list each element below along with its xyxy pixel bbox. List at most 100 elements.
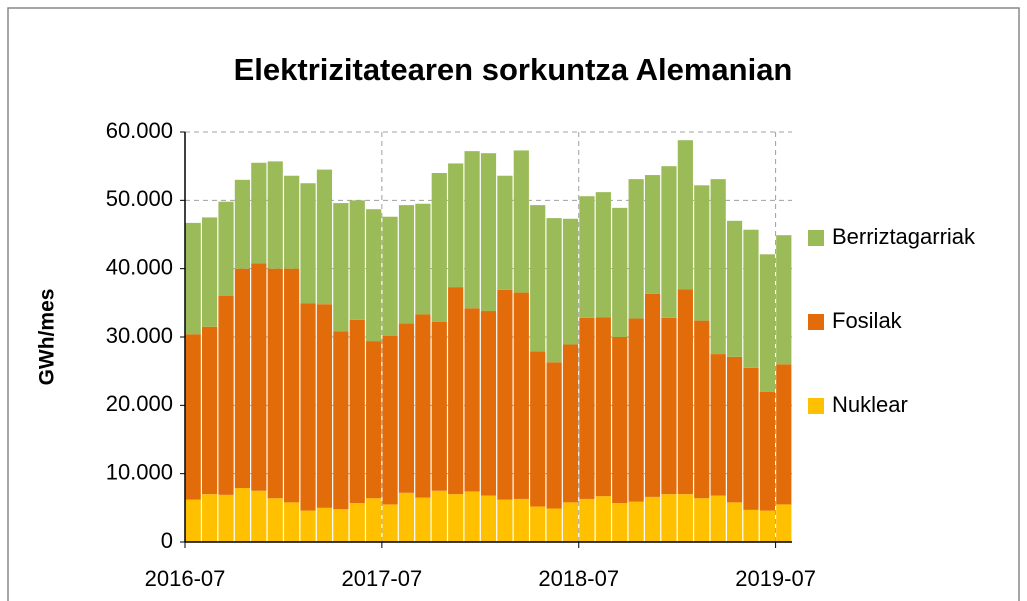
y-tick-label: 30.000 [106, 323, 173, 348]
bar-segment [349, 319, 365, 504]
bar-segment [694, 498, 710, 542]
bar-segment [333, 509, 349, 542]
bar-segment [661, 494, 677, 542]
bar-segment [546, 362, 562, 509]
bar-segment [218, 201, 234, 296]
bar-segment [530, 205, 546, 352]
bar-segment [464, 491, 480, 542]
bar-segment [661, 317, 677, 495]
bar-segment [202, 217, 218, 327]
bar-segment [513, 292, 529, 499]
bar-segment [694, 185, 710, 321]
y-tick-label: 40.000 [106, 254, 173, 279]
bar-segment [743, 509, 759, 542]
bar-segment [185, 222, 201, 335]
bar-segment [366, 498, 382, 542]
bar-segment [759, 254, 775, 392]
bar-segment [628, 179, 644, 319]
bar-segment [333, 331, 349, 510]
x-tick-label: 2017-07 [341, 566, 422, 591]
bar-segment [562, 502, 579, 542]
bar-segment [710, 179, 726, 355]
bar-segment [677, 289, 693, 495]
chart-title: Elektrizitatearen sorkuntza Alemanian [234, 52, 793, 87]
bar-segment [612, 337, 628, 504]
y-tick-label: 10.000 [106, 459, 173, 484]
bar-segment [218, 296, 234, 495]
y-tick-label: 0 [161, 528, 173, 553]
x-tick-label: 2019-07 [735, 566, 816, 591]
bar-segment [530, 506, 546, 542]
x-tick-label: 2018-07 [538, 566, 619, 591]
bar-segment [530, 351, 546, 507]
bar-segment [644, 293, 661, 497]
bar-segment [726, 356, 743, 503]
bar-segment [579, 196, 595, 318]
bar-segment [497, 289, 513, 500]
bar-segment [776, 364, 792, 505]
bar-segment [267, 498, 283, 542]
bar-segment [202, 326, 218, 495]
bar-segment [644, 496, 661, 542]
legend-swatch [808, 398, 824, 414]
bar-segment [546, 218, 562, 363]
bar-segment [382, 504, 398, 542]
bar-segment [644, 175, 661, 294]
bar-segment [759, 391, 775, 511]
bar-segment [316, 304, 333, 508]
bar-segment [595, 496, 611, 542]
bar-segment [677, 494, 693, 542]
bar-segment [579, 498, 595, 542]
bar-segment [333, 203, 349, 332]
bar-segment [300, 303, 316, 511]
bar-segment [628, 318, 644, 502]
bar-segment [448, 494, 464, 542]
bar-segment [497, 499, 513, 542]
bar-segment [316, 507, 333, 542]
bar-segment [612, 207, 628, 337]
bar-segment [480, 495, 497, 542]
bar-segment [513, 150, 529, 293]
bar-segment [497, 175, 513, 290]
bar-segment [185, 499, 201, 542]
bar-segment [776, 235, 792, 365]
bar-segment [185, 334, 201, 500]
bar-segment [628, 501, 644, 542]
bar-segment [251, 490, 267, 542]
bar-segment [431, 490, 447, 542]
bar-segment [251, 162, 267, 264]
y-tick-label: 50.000 [106, 186, 173, 211]
bar-segment [759, 510, 775, 542]
bar-segment [415, 314, 431, 498]
bar-segment [415, 497, 431, 542]
bar-segment [382, 335, 398, 505]
bar-segment [267, 161, 283, 269]
bar-segment [612, 503, 628, 542]
bar-segment [366, 209, 382, 342]
legend-swatch [808, 230, 824, 246]
bar-segment [366, 341, 382, 499]
bar-segment [398, 492, 415, 542]
bar-segment [431, 173, 447, 322]
bar-segment [726, 502, 743, 542]
bar-segment [480, 311, 497, 496]
legend-label: Berriztagarriak [832, 224, 976, 249]
legend-label: Nuklear [832, 392, 908, 417]
bar-segment [284, 502, 300, 542]
bar-segment [546, 508, 562, 542]
bar-segment [710, 495, 726, 542]
bar-segment [661, 166, 677, 318]
bar-segment [234, 179, 251, 269]
bar-segment [513, 498, 529, 542]
bar-segment [218, 494, 234, 542]
bar-segment [726, 220, 743, 357]
bar-segment [251, 263, 267, 491]
bar-segment [562, 218, 579, 345]
bar-segment [448, 163, 464, 288]
bar-segment [562, 344, 579, 503]
bar-segment [743, 229, 759, 368]
y-tick-label: 20.000 [106, 391, 173, 416]
bar-segment [349, 503, 365, 542]
bar-segment [448, 287, 464, 495]
bar-segment [595, 317, 611, 497]
